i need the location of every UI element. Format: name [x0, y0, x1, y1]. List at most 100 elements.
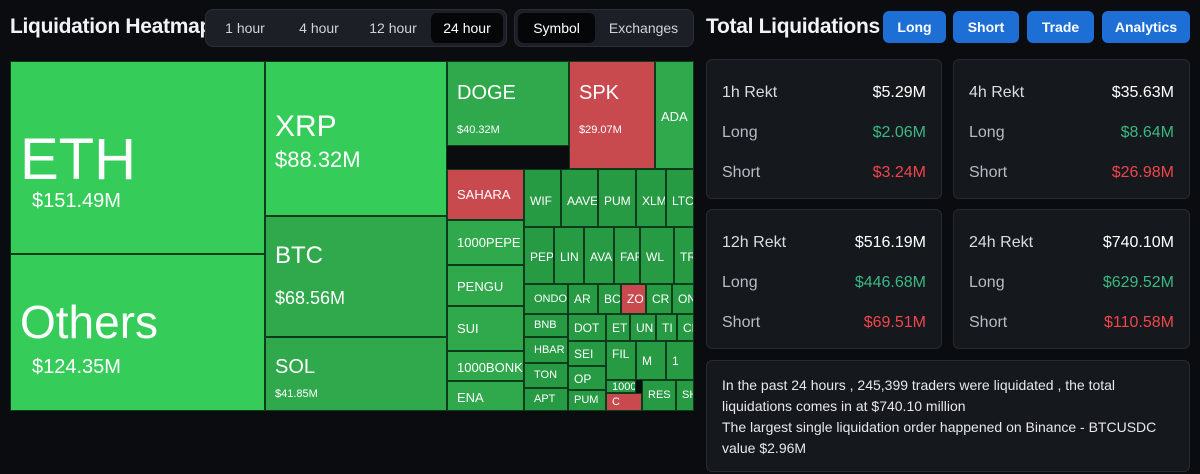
card-total: $740.10M: [1102, 234, 1174, 251]
tile-1[interactable]: 1: [666, 341, 694, 380]
tile-pum[interactable]: PUM: [568, 390, 606, 411]
card-1h-rekt: 1h Rekt $5.29M Long $2.06M Short $3.24M: [706, 59, 942, 199]
tile-zo[interactable]: ZO: [621, 284, 646, 314]
short-button[interactable]: Short: [953, 11, 1019, 43]
tile-wl[interactable]: WL: [640, 227, 674, 284]
tile-others[interactable]: Others $124.35M: [10, 254, 265, 411]
tile-symbol: XRP: [275, 110, 337, 143]
tile-symbol: FAF: [620, 250, 640, 264]
tile-cr[interactable]: CR: [646, 284, 672, 314]
tile-ton[interactable]: TON: [524, 363, 568, 388]
tile-symbol: RES: [648, 389, 671, 401]
tile-btc[interactable]: BTC $68.56M: [265, 216, 447, 337]
long-label: Long: [969, 274, 1005, 291]
long-button[interactable]: Long: [883, 11, 946, 43]
tile-symbol: LTC: [672, 194, 694, 208]
tile-amount: $124.35M: [32, 356, 121, 378]
tile-symbol: OP: [574, 372, 592, 386]
tile-ltc[interactable]: LTC: [666, 169, 694, 227]
long-label: Long: [969, 124, 1005, 141]
tile-symbol: DOT: [574, 321, 600, 335]
tile-aave[interactable]: AAVE: [561, 169, 598, 227]
card-label: 12h Rekt: [722, 234, 787, 251]
tile-symbol: 1000: [612, 381, 636, 393]
tab-exchanges[interactable]: Exchanges: [608, 20, 679, 36]
tile-symbol: AAVE: [567, 194, 598, 208]
tile-symbol: CR: [652, 292, 670, 306]
tile-ar[interactable]: AR: [568, 284, 598, 314]
tile-symbol: SAHARA: [457, 187, 511, 202]
card-total: $35.63M: [1111, 84, 1174, 101]
tile-amount: $151.49M: [32, 190, 121, 212]
tab-1-hour[interactable]: 1 hour: [225, 20, 265, 36]
tab-24-hour[interactable]: 24 hour: [431, 13, 503, 43]
tile-ena[interactable]: ENA: [447, 381, 524, 411]
tile-bc[interactable]: BC: [598, 284, 621, 314]
tile-pep[interactable]: PEP: [524, 227, 554, 284]
tile-symbol: ON: [678, 292, 693, 306]
tile-wif[interactable]: WIF: [524, 169, 561, 227]
tile-faf[interactable]: FAF: [614, 227, 640, 284]
tile-op[interactable]: OP: [568, 366, 606, 390]
tile-ondo[interactable]: ONDO: [524, 284, 568, 314]
tile-amount: $40.32M: [457, 124, 500, 136]
tile-sh[interactable]: SH: [676, 380, 694, 411]
short-label: Short: [969, 164, 1008, 181]
tile-symbol: ADA: [661, 109, 688, 124]
tab-4-hour[interactable]: 4 hour: [299, 20, 339, 36]
tile-symbol: HBAR: [534, 344, 565, 356]
tile-symbol: XLM: [642, 194, 666, 208]
tile-symbol: SPK: [579, 82, 620, 104]
analytics-button[interactable]: Analytics: [1102, 11, 1190, 43]
long-value: $2.06M: [872, 124, 926, 141]
tile-symbol: Others: [20, 296, 159, 348]
tile-un[interactable]: UN: [630, 314, 656, 341]
tile-symbol: TI: [662, 321, 673, 335]
tile-1000pepe[interactable]: 1000PEPE: [447, 220, 524, 265]
tile-doge[interactable]: DOGE $40.32M: [447, 61, 569, 146]
tile-symbol: WL: [646, 250, 664, 264]
tile-res[interactable]: RES: [642, 380, 676, 411]
tile-xlm[interactable]: XLM: [636, 169, 666, 227]
tile-fil[interactable]: FIL: [606, 341, 636, 380]
tile-ada[interactable]: ADA: [655, 61, 694, 169]
tile-pengu[interactable]: PENGU: [447, 265, 524, 306]
tile-sol[interactable]: SOL $41.85M: [265, 337, 447, 411]
total-liquidations-title: Total Liquidations: [706, 15, 880, 38]
tile-m[interactable]: M: [636, 341, 666, 380]
tile-xrp[interactable]: XRP $88.32M: [265, 61, 447, 216]
tile-lin[interactable]: LIN: [554, 227, 584, 284]
tile-amount: $29.07M: [579, 124, 622, 136]
tile-symbol: BC: [604, 292, 621, 306]
tile-1000bonk[interactable]: 1000BONK: [447, 351, 524, 381]
card-label: 4h Rekt: [969, 84, 1025, 101]
tile-sei[interactable]: SEI: [568, 341, 606, 366]
liquidation-heatmap: ETH $151.49M Others $124.35M XRP $88.32M BTC $6…: [10, 61, 694, 411]
long-label: Long: [722, 124, 758, 141]
tab-12-hour[interactable]: 12 hour: [369, 20, 417, 36]
tile-spk[interactable]: SPK $29.07M: [569, 61, 655, 169]
tile-pum[interactable]: PUM: [598, 169, 636, 227]
tile-c[interactable]: C: [606, 393, 642, 411]
trade-button[interactable]: Trade: [1027, 11, 1094, 43]
card-total: $5.29M: [872, 84, 926, 101]
tile-ava[interactable]: AVA: [584, 227, 614, 284]
tile-tr[interactable]: TR: [674, 227, 694, 284]
tile-symbol: TR: [680, 250, 693, 264]
tab-symbol[interactable]: Symbol: [518, 13, 596, 43]
tile-apt[interactable]: APT: [524, 388, 568, 411]
tile-symbol: ENA: [457, 390, 484, 405]
tile-bnb[interactable]: BNB: [524, 314, 568, 337]
tile-et[interactable]: ET: [606, 314, 630, 341]
tile-eth[interactable]: ETH $151.49M: [10, 61, 265, 254]
tile-symbol: SEI: [574, 347, 594, 361]
long-value: $629.52M: [1102, 274, 1174, 291]
tile-1000[interactable]: 1000: [606, 380, 636, 393]
tile-cf[interactable]: CF: [677, 314, 694, 341]
tile-ti[interactable]: TI: [656, 314, 677, 341]
tile-on[interactable]: ON: [672, 284, 694, 314]
tile-sui[interactable]: SUI: [447, 306, 524, 351]
tile-dot[interactable]: DOT: [568, 314, 606, 341]
tile-hbar[interactable]: HBAR: [524, 337, 568, 363]
tile-sahara[interactable]: SAHARA: [447, 169, 524, 220]
